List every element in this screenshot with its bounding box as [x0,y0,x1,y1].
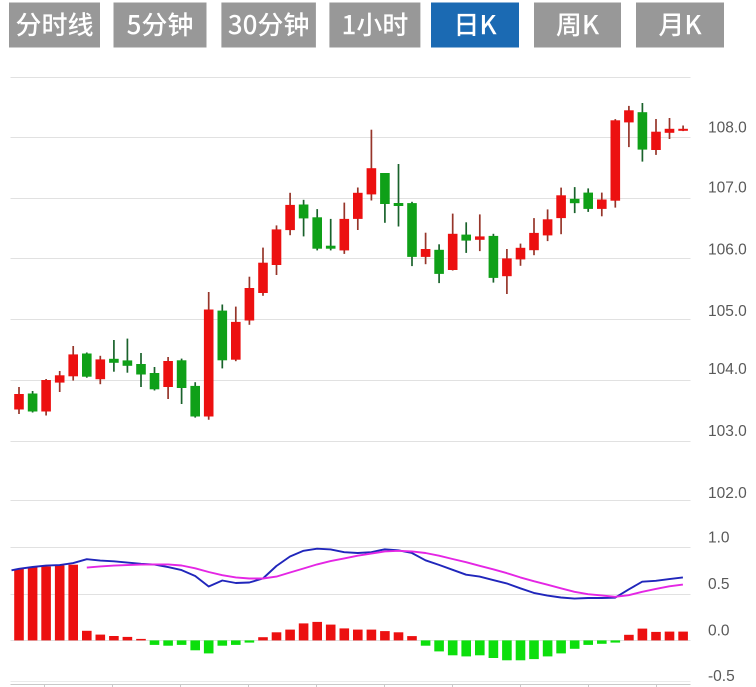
svg-text:106.0: 106.0 [708,242,747,259]
svg-text:1.0: 1.0 [708,530,730,547]
svg-text:105.0: 105.0 [708,303,747,320]
svg-text:0.0: 0.0 [708,623,730,640]
svg-text:-0.5: -0.5 [708,668,735,685]
svg-text:102.0: 102.0 [708,485,747,502]
svg-text:0.5: 0.5 [708,576,730,593]
svg-text:104.0: 104.0 [708,361,747,378]
svg-text:103.0: 103.0 [708,423,747,440]
svg-text:107.0: 107.0 [708,180,747,197]
svg-text:108.0: 108.0 [708,120,747,137]
